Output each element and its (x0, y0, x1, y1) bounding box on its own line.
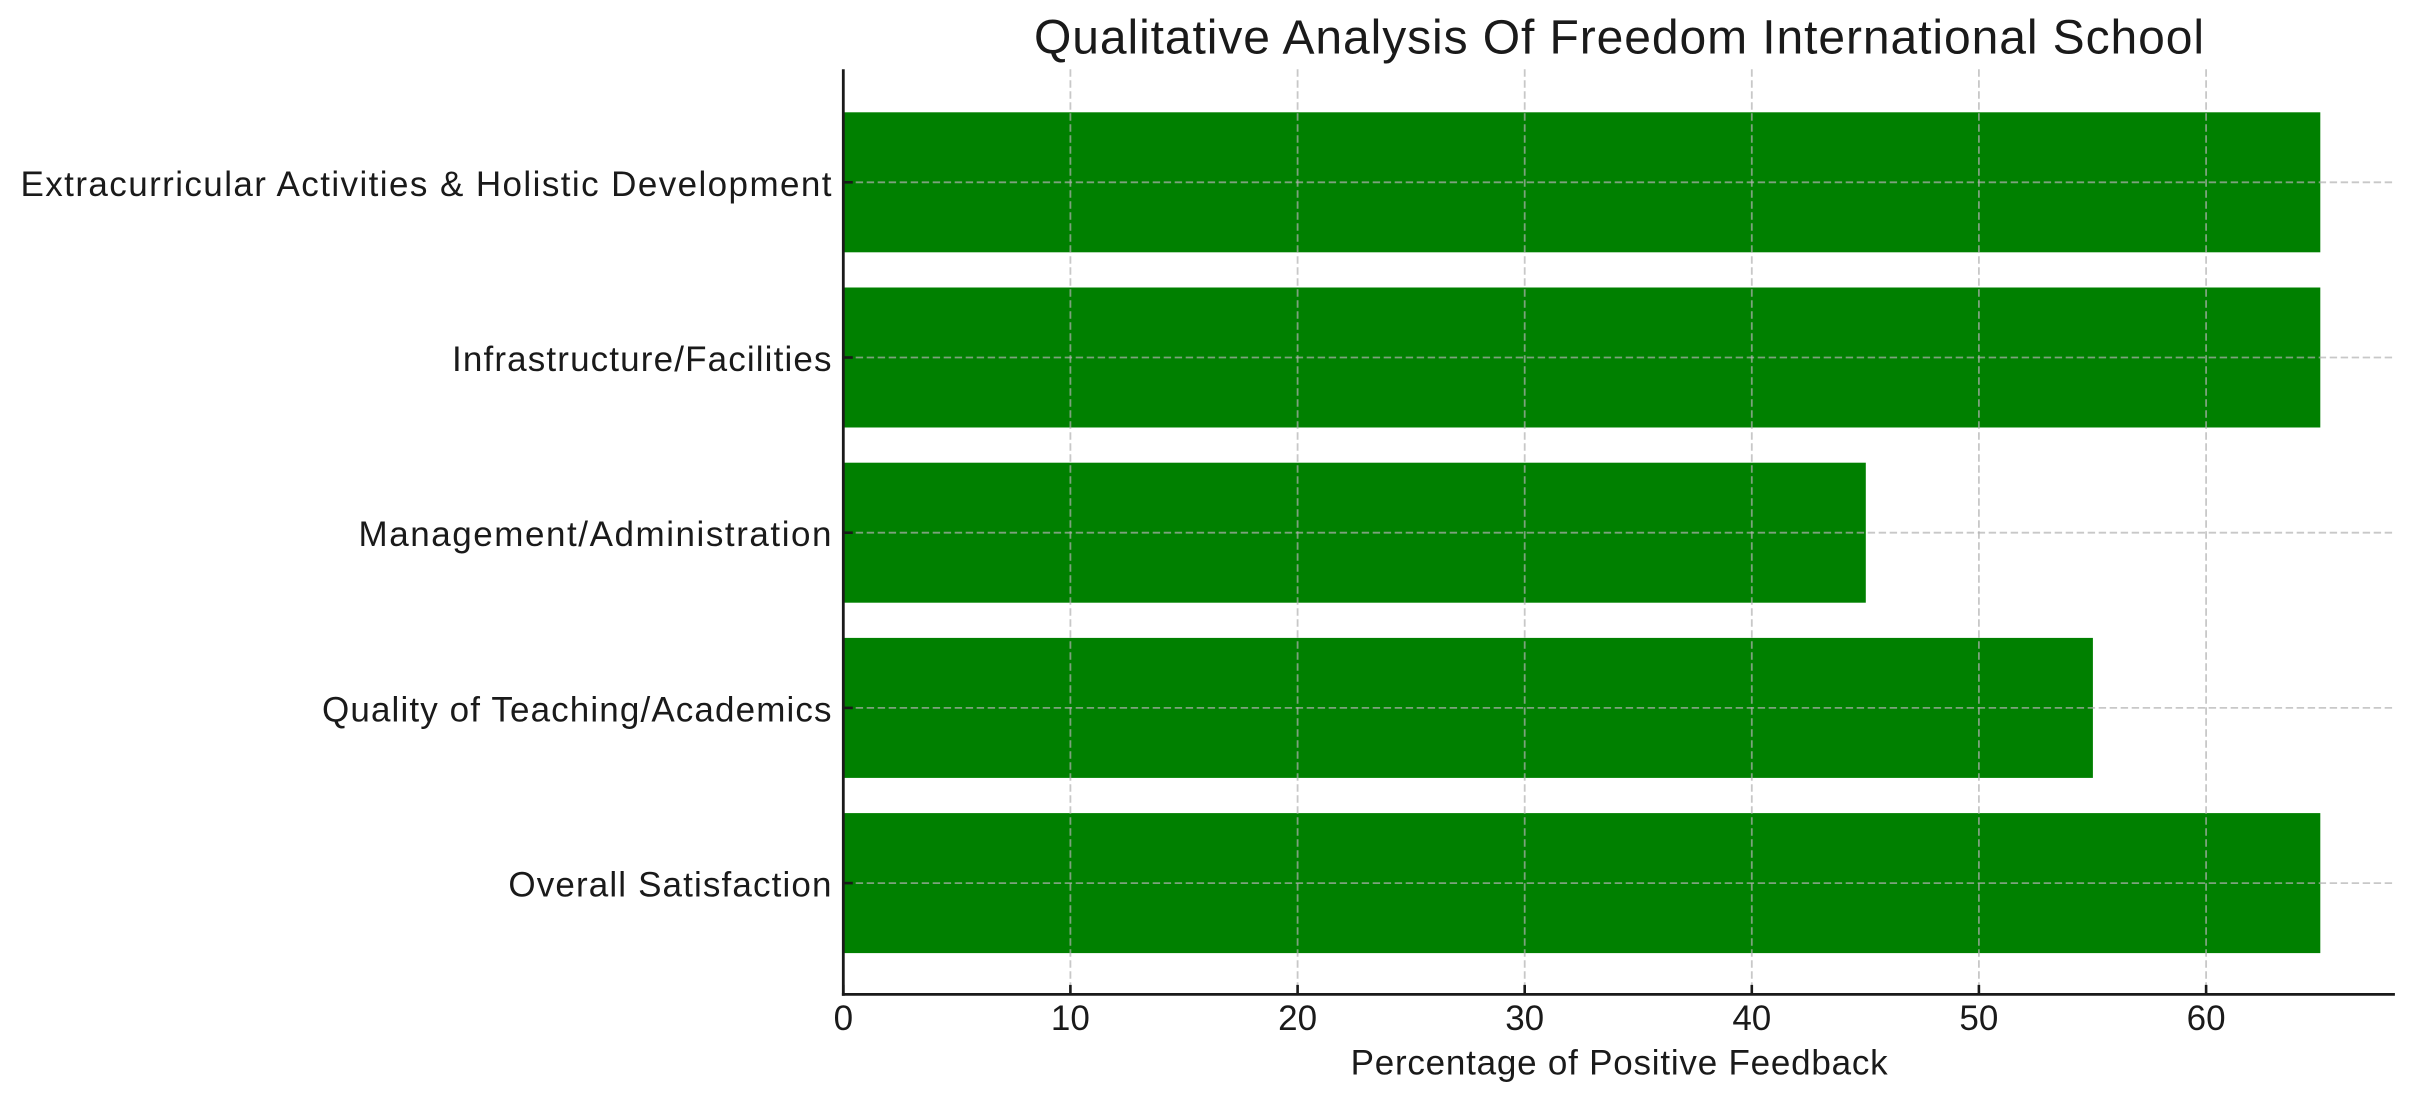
svg-text:Qualitative Analysis Of Freedo: Qualitative Analysis Of Freedom Internat… (1034, 12, 2204, 65)
svg-text:Management/Administration: Management/Administration (359, 515, 832, 554)
svg-text:0: 0 (834, 999, 853, 1038)
svg-text:10: 10 (1051, 999, 1090, 1038)
svg-text:Quality of Teaching/Academics: Quality of Teaching/Academics (322, 690, 832, 729)
svg-text:Infrastructure/Facilities: Infrastructure/Facilities (452, 340, 832, 379)
svg-text:40: 40 (1732, 999, 1771, 1038)
svg-text:30: 30 (1505, 999, 1544, 1038)
svg-text:Overall Satisfaction: Overall Satisfaction (508, 866, 831, 905)
svg-text:20: 20 (1278, 999, 1317, 1038)
svg-text:Percentage of Positive Feedbac: Percentage of Positive Feedback (1351, 1044, 1889, 1083)
svg-text:50: 50 (1959, 999, 1998, 1038)
svg-text:Extracurricular Activities & H: Extracurricular Activities & Holistic De… (21, 165, 832, 204)
svg-text:60: 60 (2187, 999, 2226, 1038)
